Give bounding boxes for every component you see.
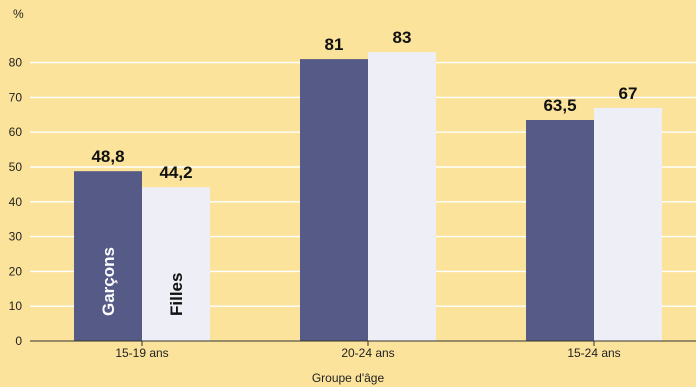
y-axis-label: % (13, 7, 24, 21)
bar (594, 107, 662, 341)
data-label: 44,2 (159, 163, 192, 182)
x-axis: 15-19 ans 20-24 ans 15-24 ans (30, 340, 696, 360)
y-tick-label: 30 (9, 230, 23, 244)
data-label: 48,8 (91, 147, 124, 166)
data-label: 63,5 (543, 96, 576, 115)
y-tick-label: 70 (9, 90, 23, 104)
bar (526, 120, 594, 342)
y-tick-label: 10 (9, 299, 23, 313)
x-tick-label: 20-24 ans (341, 346, 394, 360)
bar (300, 59, 368, 342)
y-tick-label: 0 (15, 334, 22, 348)
y-axis-ticks: 0 10 20 30 40 50 60 70 80 (9, 56, 23, 348)
x-tick-label: 15-19 ans (115, 346, 168, 360)
value-labels: 48,8 44,2 81 83 63,5 67 (91, 28, 637, 182)
series-labels: Garçons Filles (99, 247, 186, 316)
y-tick-label: 50 (9, 160, 23, 174)
y-tick-label: 20 (9, 264, 23, 278)
data-label: 83 (393, 28, 412, 47)
series-label: Garçons (99, 247, 118, 316)
bars (74, 52, 662, 342)
bar (74, 171, 142, 341)
x-axis-label: Groupe d'âge (312, 371, 385, 385)
y-tick-label: 60 (9, 125, 23, 139)
data-label: 67 (619, 84, 638, 103)
y-tick-label: 80 (9, 56, 23, 70)
bar (368, 52, 436, 341)
series-label: Filles (167, 273, 186, 316)
data-label: 81 (325, 35, 344, 54)
x-tick-label: 15-24 ans (567, 346, 620, 360)
bar (142, 187, 210, 341)
y-tick-label: 40 (9, 195, 23, 209)
